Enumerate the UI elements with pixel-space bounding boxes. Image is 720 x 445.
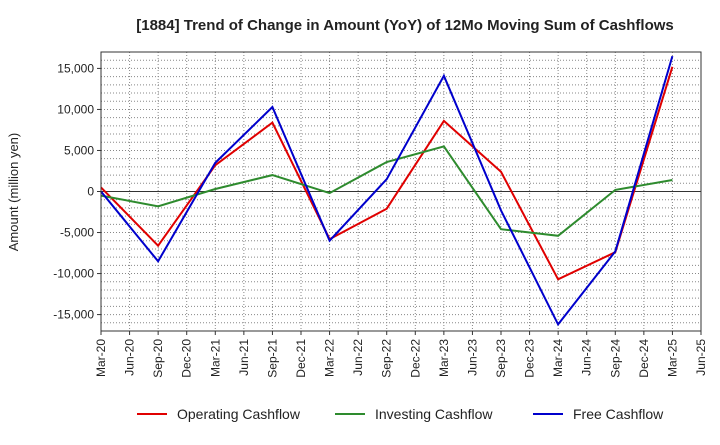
- x-tick-label: Mar-23: [437, 339, 451, 377]
- x-tick-label: Sep-23: [494, 339, 508, 378]
- x-tick-label: Dec-23: [523, 339, 537, 378]
- x-tick-label: Sep-21: [265, 339, 279, 378]
- chart-title: [1884] Trend of Change in Amount (YoY) o…: [136, 17, 674, 34]
- x-tick-label: Jun-25: [694, 339, 708, 376]
- y-tick-label: 5,000: [64, 143, 94, 157]
- y-axis-label: Amount (million yen): [6, 133, 21, 252]
- y-tick-labels: -15,000 -10,000 -5,000 0 5,000 10,000 15,000: [53, 61, 101, 322]
- legend-label-investing-cashflow: Investing Cashflow: [375, 406, 493, 422]
- x-tick-label: Jun-22: [351, 339, 365, 376]
- y-tick-label: -10,000: [53, 267, 94, 281]
- y-tick-label: 0: [87, 185, 94, 199]
- x-tick-label: Jun-24: [580, 339, 594, 376]
- series-lines: [100, 55, 674, 327]
- x-tick-label: Jun-20: [123, 339, 137, 376]
- x-tick-label: Jun-21: [237, 339, 251, 376]
- series-line-free-cashflow: [100, 55, 674, 327]
- series-line-operating-cashflow: [100, 66, 674, 281]
- y-tick-label: 15,000: [57, 61, 94, 75]
- x-tick-label: Mar-22: [323, 339, 337, 377]
- x-tick-label: Sep-20: [151, 339, 165, 378]
- x-tick-label: Mar-20: [94, 339, 108, 377]
- x-tick-label: Mar-24: [551, 339, 565, 377]
- x-tick-label: Dec-21: [294, 339, 308, 378]
- x-tick-label: Sep-22: [380, 339, 394, 378]
- x-tick-label: Dec-24: [637, 339, 651, 378]
- x-tick-label: Mar-25: [665, 339, 679, 377]
- x-tick-label: Dec-22: [408, 339, 422, 378]
- x-tick-label: Sep-24: [608, 339, 622, 378]
- legend: Operating Cashflow Investing Cashflow Free…: [137, 406, 664, 422]
- y-tick-label: -5,000: [60, 226, 94, 240]
- x-tick-label: Dec-20: [180, 339, 194, 378]
- x-tick-label: Jun-23: [465, 339, 479, 376]
- y-tick-label: -15,000: [53, 308, 94, 322]
- legend-label-free-cashflow: Free Cashflow: [573, 406, 664, 422]
- x-tick-label: Mar-21: [208, 339, 222, 377]
- y-tick-label: 10,000: [57, 102, 94, 116]
- x-tick-labels: Mar-20 Jun-20 Sep-20 Dec-20 Mar-21 Jun-21 Sep-…: [94, 331, 708, 378]
- legend-label-operating-cashflow: Operating Cashflow: [177, 406, 301, 422]
